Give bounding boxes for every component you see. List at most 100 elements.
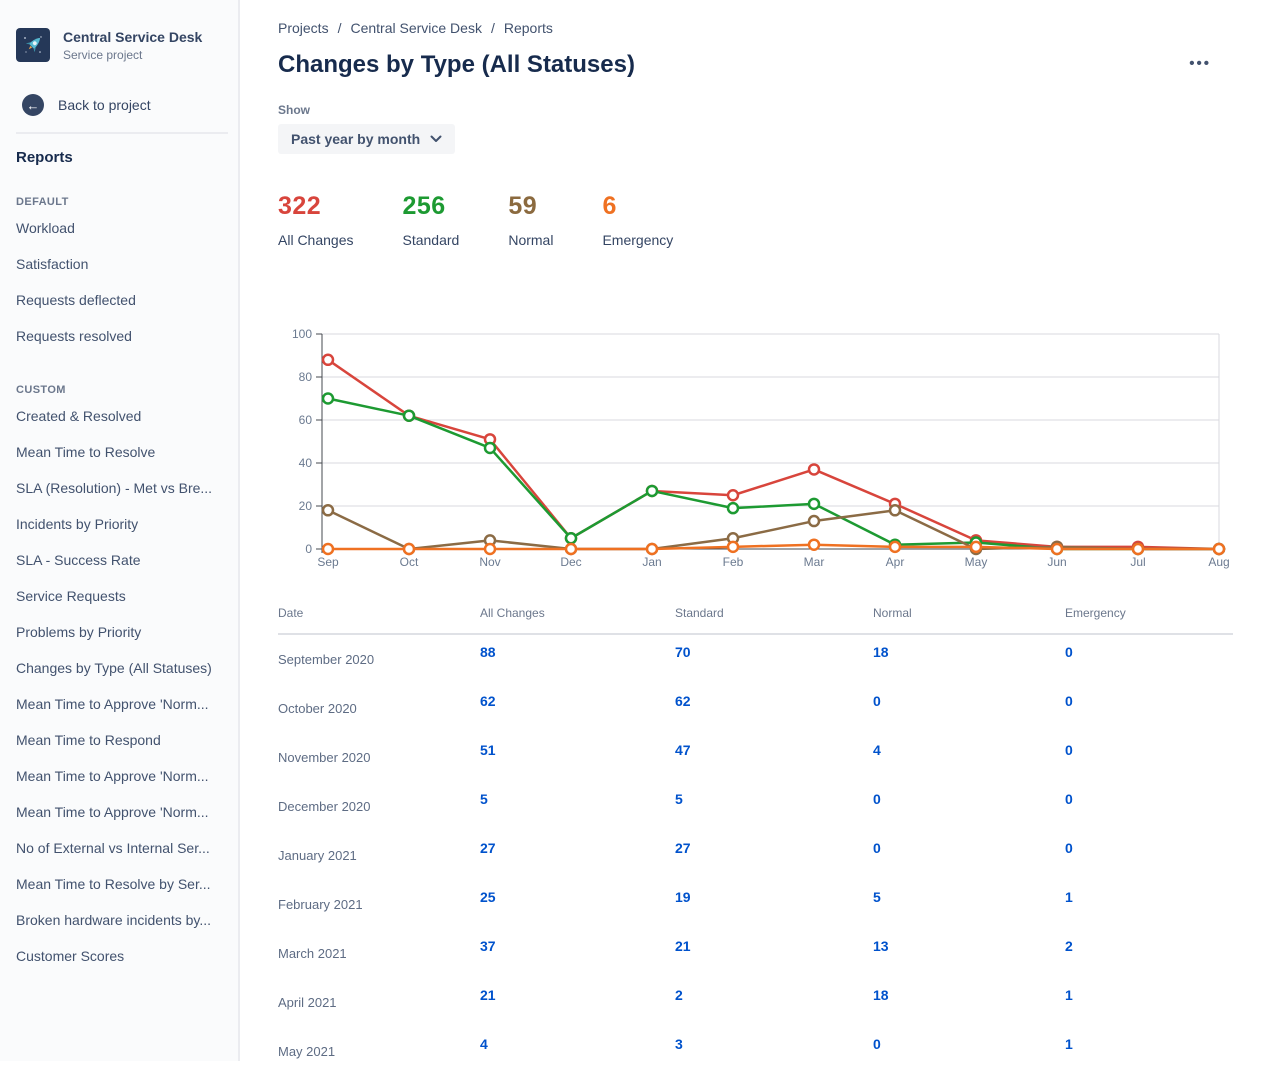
value-link-normal[interactable]: 5 (873, 889, 881, 905)
sidebar-item-sla-success-rate[interactable]: SLA - Success Rate (16, 552, 141, 568)
more-options-button[interactable]: ••• (1189, 55, 1211, 72)
value-link-normal[interactable]: 0 (873, 693, 881, 709)
sidebar-item-requests-deflected[interactable]: Requests deflected (16, 292, 136, 308)
xtick-label-jun: Jun (1047, 555, 1066, 569)
table-row-march-2021: March 2021 37 21 13 2 (278, 929, 1233, 978)
xtick-label-feb: Feb (723, 555, 744, 569)
sidebar-item-broken-hardware-incidents-by[interactable]: Broken hardware incidents by... (16, 912, 212, 928)
stat-standard: 256 Standard (403, 192, 460, 248)
sidebar-item-satisfaction[interactable]: Satisfaction (16, 256, 89, 272)
value-link-emergency[interactable]: 0 (1065, 791, 1073, 807)
xtick-label-nov: Nov (479, 555, 500, 569)
cell-emergency: 0 (1065, 635, 1233, 684)
value-link-standard[interactable]: 19 (675, 889, 691, 905)
value-link-standard[interactable]: 2 (675, 987, 683, 1003)
value-link-emergency[interactable]: 1 (1065, 987, 1073, 1003)
value-link-normal[interactable]: 0 (873, 840, 881, 856)
value-link-standard[interactable]: 21 (675, 938, 691, 954)
sidebar-item-customer-scores[interactable]: Customer Scores (16, 948, 125, 964)
value-link-emergency[interactable]: 0 (1065, 644, 1073, 660)
cell-standard: 70 (675, 635, 873, 684)
column-header-normal: Normal (873, 606, 912, 620)
back-to-project-button[interactable]: ← Back to project (0, 94, 238, 116)
cell-emergency: 1 (1065, 880, 1233, 929)
breadcrumb-link-projects[interactable]: Projects (278, 20, 329, 36)
sidebar-item-problems-by-priority[interactable]: Problems by Priority (16, 624, 142, 640)
value-link-emergency[interactable]: 2 (1065, 938, 1073, 954)
xtick-label-aug: Aug (1208, 555, 1229, 569)
sidebar-item-mean-time-to-resolve[interactable]: Mean Time to Resolve (16, 444, 156, 460)
sidebar-item-mean-time-to-approve-norm[interactable]: Mean Time to Approve 'Norm... (16, 696, 209, 712)
value-link-standard[interactable]: 70 (675, 644, 691, 660)
line-chart-svg: 0 20 40 60 80 100 Sep Oct Nov Dec Jan Feb Mar Apr May J… (292, 327, 1230, 569)
value-link-normal[interactable]: 13 (873, 938, 889, 954)
project-type: Service project (63, 48, 143, 62)
sidebar-item-changes-by-type-all-statuses[interactable]: Changes by Type (All Statuses) (16, 660, 212, 676)
sidebar: Central Service Desk Service project ← B… (0, 0, 240, 1061)
sidebar-item-sla-resolution-met-vs-bre[interactable]: SLA (Resolution) - Met vs Bre... (16, 480, 213, 496)
row-date-label: May 2021 (278, 1044, 336, 1059)
cell-all-changes: 37 (480, 929, 675, 978)
value-link-emergency[interactable]: 0 (1065, 840, 1073, 856)
sidebar-nav-sections: DEFAULT Workload Satisfaction Requests defl… (0, 166, 238, 974)
value-link-emergency[interactable]: 1 (1065, 1036, 1073, 1052)
value-link-all-changes[interactable]: 88 (480, 644, 496, 660)
cell-emergency: 2 (1065, 929, 1233, 978)
value-link-standard[interactable]: 3 (675, 1036, 683, 1052)
sidebar-item-workload[interactable]: Workload (16, 220, 75, 236)
sidebar-item-mean-time-to-respond[interactable]: Mean Time to Respond (16, 732, 161, 748)
ytick-label-80: 80 (299, 370, 313, 384)
value-link-all-changes[interactable]: 25 (480, 889, 496, 905)
title-row: Changes by Type (All Statuses) ••• (278, 51, 1233, 79)
value-link-all-changes[interactable]: 5 (480, 791, 488, 807)
sidebar-item-requests-resolved[interactable]: Requests resolved (16, 328, 132, 344)
value-link-standard[interactable]: 62 (675, 693, 691, 709)
value-link-standard[interactable]: 5 (675, 791, 683, 807)
cell-normal: 18 (873, 978, 1065, 1027)
period-dropdown[interactable]: Past year by month (278, 124, 456, 154)
value-link-normal[interactable]: 0 (873, 1036, 881, 1052)
xtick-label-may: May (965, 555, 988, 569)
breadcrumb-link-central-service-desk[interactable]: Central Service Desk (350, 20, 482, 36)
value-link-all-changes[interactable]: 21 (480, 987, 496, 1003)
value-link-standard[interactable]: 27 (675, 840, 691, 856)
project-name: Central Service Desk (63, 29, 203, 45)
stat-label-emergency: Emergency (602, 232, 674, 248)
value-link-standard[interactable]: 47 (675, 742, 691, 758)
sidebar-item-incidents-by-priority[interactable]: Incidents by Priority (16, 516, 139, 532)
sidebar-item-created-resolved[interactable]: Created & Resolved (16, 408, 142, 424)
reports-heading: Reports (16, 149, 73, 166)
main-content: Projects / Central Service Desk / Reports Ch… (240, 0, 1271, 1061)
value-link-all-changes[interactable]: 4 (480, 1036, 488, 1052)
cell-all-changes: 62 (480, 684, 675, 733)
value-link-all-changes[interactable]: 37 (480, 938, 496, 954)
sidebar-item-mean-time-to-approve-norm[interactable]: Mean Time to Approve 'Norm... (16, 804, 209, 820)
value-link-normal[interactable]: 18 (873, 644, 889, 660)
value-link-normal[interactable]: 18 (873, 987, 889, 1003)
stat-all-changes: 322 All Changes (278, 192, 354, 248)
xtick-label-oct: Oct (400, 555, 419, 569)
sidebar-item-service-requests[interactable]: Service Requests (16, 588, 126, 604)
data-point-emergency-oct (402, 542, 416, 556)
data-point-standard-jan (645, 484, 659, 498)
show-filter-label: Show (278, 103, 310, 117)
sidebar-item-mean-time-to-resolve-by-ser[interactable]: Mean Time to Resolve by Ser... (16, 876, 211, 892)
ytick-label-0: 0 (305, 542, 312, 556)
sidebar-item-no-of-external-vs-internal-ser[interactable]: No of External vs Internal Ser... (16, 840, 210, 856)
value-link-emergency[interactable]: 0 (1065, 693, 1073, 709)
cell-all-changes: 88 (480, 635, 675, 684)
value-link-all-changes[interactable]: 27 (480, 840, 496, 856)
value-link-emergency[interactable]: 0 (1065, 742, 1073, 758)
breadcrumb-link-reports[interactable]: Reports (503, 20, 553, 36)
line-series-emergency (328, 543, 1219, 551)
value-link-normal[interactable]: 0 (873, 791, 881, 807)
data-point-emergency-aug (1212, 542, 1226, 556)
cell-all-changes: 51 (480, 733, 675, 782)
value-link-normal[interactable]: 4 (873, 742, 881, 758)
data-point-emergency-mar (807, 538, 821, 551)
value-link-all-changes[interactable]: 62 (480, 693, 496, 709)
value-link-all-changes[interactable]: 51 (480, 742, 496, 758)
sidebar-item-mean-time-to-approve-norm[interactable]: Mean Time to Approve 'Norm... (16, 768, 209, 784)
data-point-normal-mar (807, 514, 821, 528)
value-link-emergency[interactable]: 1 (1065, 889, 1073, 905)
